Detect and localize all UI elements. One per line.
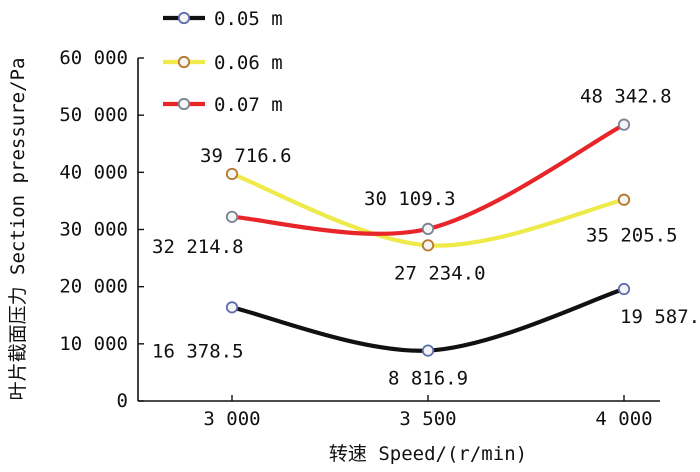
data-point [225,210,239,223]
data-point [617,282,631,296]
data-point [421,222,435,235]
legend-marker [177,11,191,25]
data-label: 35 205.5 [586,225,678,247]
y-tick-label: 0 [117,390,128,412]
data-label: 39 716.6 [200,145,292,167]
data-label: 27 234.0 [394,262,486,284]
legend-label: 0.06 m [214,52,283,74]
x-axis-title: 转速 Speed/(r/min) [329,443,527,465]
x-tick-label: 4 000 [595,408,652,430]
y-tick-label: 20 000 [59,276,128,298]
y-tick-label: 40 000 [59,161,128,183]
legend: 0.05 m 0.06 m 0.07 m [163,8,283,116]
series-line-005m [229,286,627,353]
y-tick-label: 30 000 [59,219,128,241]
legend-marker [177,55,191,69]
axes: 0 10 000 20 000 30 000 40 000 50 000 60 000 3 0… [7,47,660,465]
y-tick-label: 60 000 [59,47,128,69]
y-tick-label: 50 000 [59,104,128,126]
data-point [421,239,435,252]
legend-marker [177,97,191,111]
x-tick-label: 3 500 [399,408,456,430]
series-markers [225,118,631,357]
data-label: 8 816.9 [388,368,468,390]
legend-label: 0.05 m [214,8,283,30]
data-point [421,344,435,357]
data-point [225,301,239,314]
data-point [617,193,631,206]
data-label: 19 587.0 [620,306,700,328]
x-tick-label: 3 000 [203,408,260,430]
y-axis-title: 叶片截面压力 Section pressure/Pa [7,58,29,401]
data-point [617,118,631,131]
data-label: 32 214.8 [152,236,244,258]
data-point [225,167,239,181]
data-labels: 16 378.5 8 816.9 19 587.0 39 716.6 27 234.0 3… [152,86,700,390]
legend-label: 0.07 m [214,94,283,116]
data-label: 16 378.5 [152,340,244,362]
data-label: 48 342.8 [580,86,672,108]
data-label: 30 109.3 [364,188,456,210]
y-tick-label: 10 000 [59,333,128,355]
